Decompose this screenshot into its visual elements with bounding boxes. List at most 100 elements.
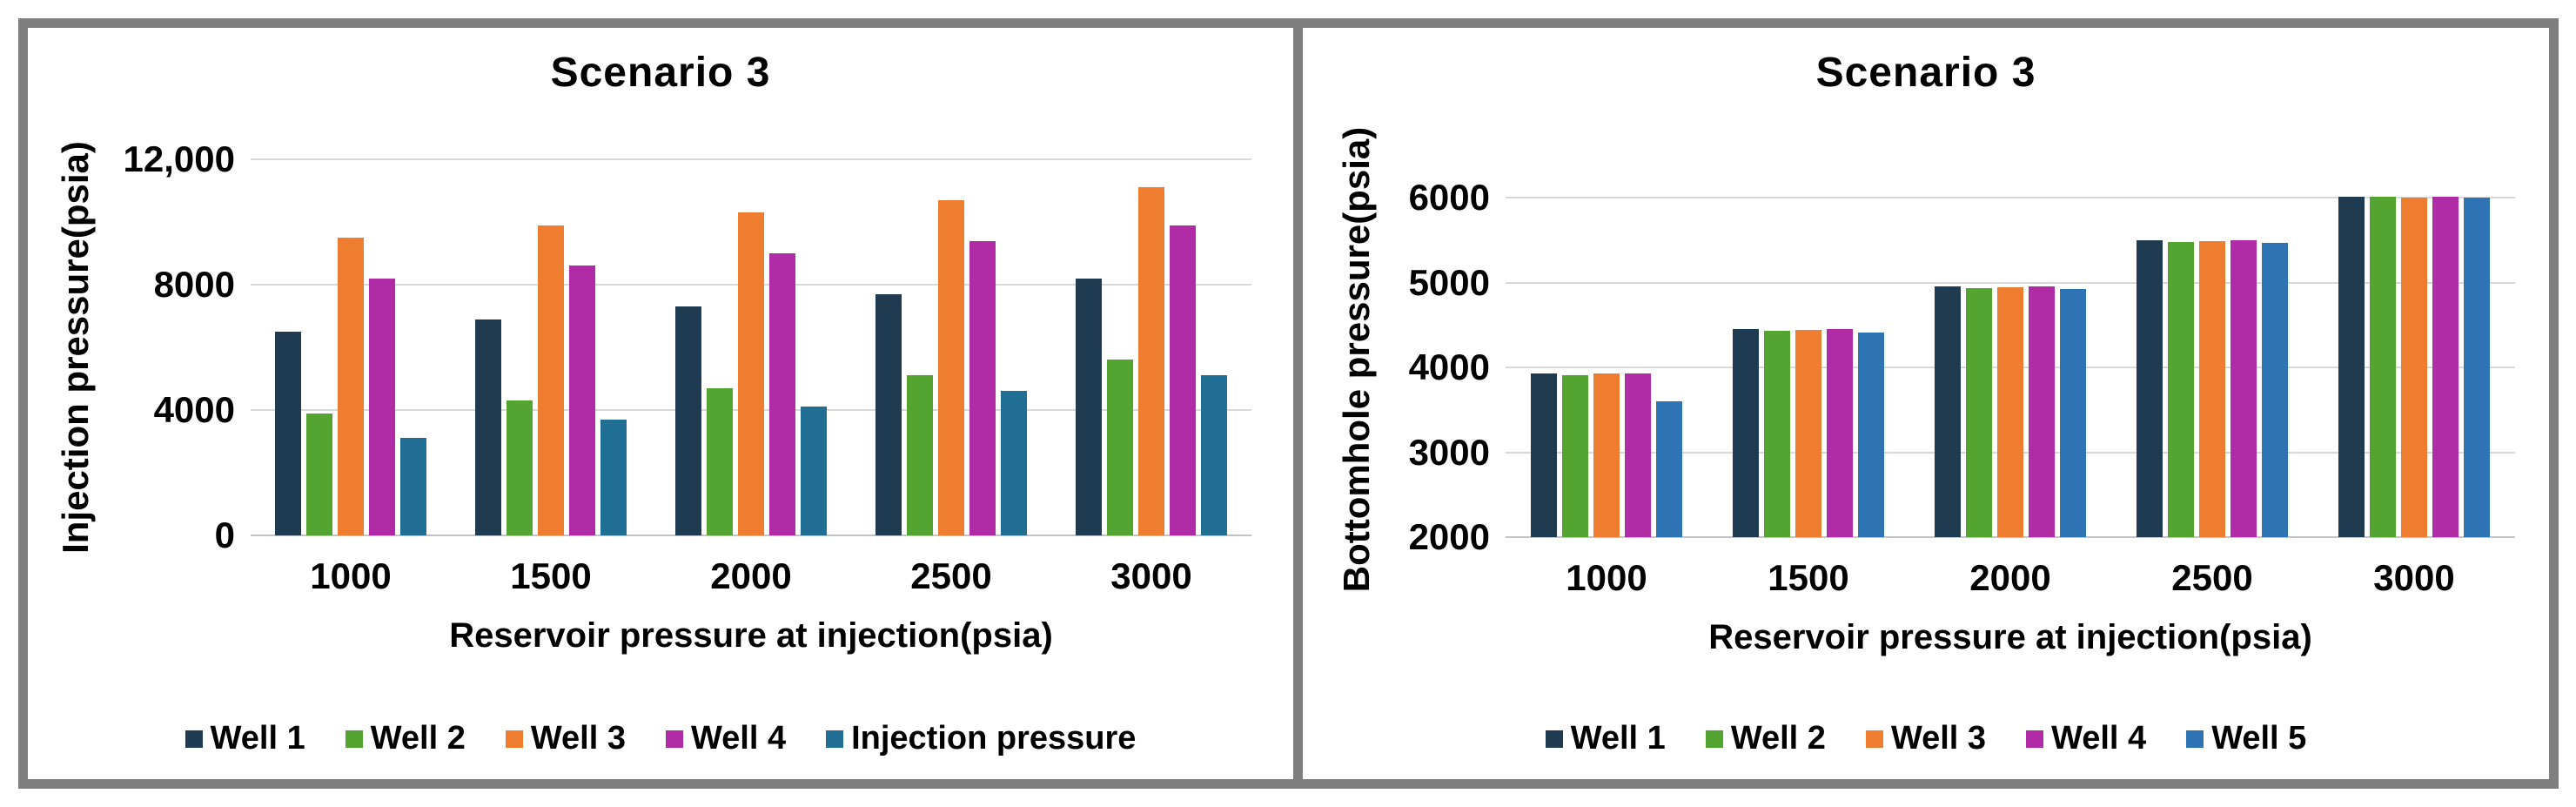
legend-label: Well 2 [1730, 720, 1826, 757]
bar-well-3-2000 [1997, 286, 2023, 537]
x-axis-line [251, 535, 1251, 536]
bar-well-3-1000 [1593, 373, 1620, 537]
bar-well-3-2500 [938, 199, 964, 535]
legend-item-well-2: Well 2 [1705, 720, 1826, 757]
x-tick-label: 3000 [1110, 555, 1192, 596]
y-axis-title: Injection pressure(psia) [55, 141, 96, 554]
legend: Well 1 Well 2 Well 3 Well 4 Injection pressu… [28, 720, 1293, 757]
x-axis-line [1506, 536, 2515, 538]
legend-item-well-3: Well 3 [1865, 720, 1986, 757]
panel-divider [1293, 28, 1303, 779]
y-tick-label: 0 [214, 514, 235, 555]
bar-well-3-2000 [738, 212, 764, 535]
legend-item-well-4: Well 4 [2026, 720, 2146, 757]
legend: Well 1 Well 2 Well 3 Well 4 Well 5 [1303, 720, 2549, 757]
chart-panel-bottomhole-pressure: Scenario 3 Bottomhole pressure(psia) Res… [1303, 28, 2549, 779]
bar-well-5-1500 [1858, 333, 1884, 537]
bar-well-2-3000 [1107, 360, 1133, 535]
y-tick-label: 12,000 [123, 138, 235, 179]
bar-well-1-2000 [1935, 286, 1961, 537]
x-tick-label: 2500 [910, 555, 992, 596]
bar-well-3-3000 [1138, 187, 1164, 535]
bar-well-4-2000 [2029, 286, 2055, 537]
legend-label: Well 1 [210, 720, 305, 757]
bar-well-4-1500 [1827, 329, 1853, 537]
bar-well-5-2500 [2262, 243, 2288, 537]
y-tick-label: 6000 [1408, 177, 1490, 219]
legend-swatch [184, 730, 203, 748]
legend-item-well-3: Well 3 [505, 720, 626, 757]
legend-swatch [2186, 730, 2204, 748]
plot-area [1506, 181, 2515, 538]
bar-well-4-2000 [769, 253, 795, 535]
gridline [1506, 197, 2515, 199]
legend-swatch [345, 730, 363, 748]
bar-well-3-1000 [338, 238, 364, 535]
bar-well-1-3000 [1076, 278, 1102, 535]
bar-well-1-2000 [675, 306, 701, 535]
legend-label: Well 1 [1570, 720, 1666, 757]
legend-item-well-2: Well 2 [345, 720, 466, 757]
bar-well-2-2500 [2168, 242, 2194, 537]
legend-swatch [1545, 730, 1563, 748]
gridline [1506, 281, 2515, 284]
bar-well-4-2500 [2231, 240, 2257, 537]
legend-item-well-5: Well 5 [2186, 720, 2306, 757]
bar-well-2-1500 [1764, 331, 1790, 537]
bar-well-2-2000 [1966, 287, 1992, 537]
chart-panel-injection-pressure: Scenario 3 Injection pressure(psia) Rese… [28, 28, 1293, 779]
bar-well-5-2000 [2060, 288, 2086, 537]
y-tick-label: 4000 [153, 389, 235, 430]
y-tick-label: 3000 [1408, 431, 1490, 473]
bar-well-2-1500 [506, 400, 533, 535]
x-tick-label: 1500 [510, 555, 592, 596]
bar-well-3-1500 [1795, 330, 1821, 537]
legend-item-well-4: Well 4 [665, 720, 787, 757]
bar-well-2-1000 [1562, 375, 1588, 537]
legend-label: Well 3 [530, 720, 626, 757]
legend-item-injection-pressure: Injection pressure [826, 720, 1136, 757]
legend-label: Well 4 [2051, 720, 2147, 757]
gridline [251, 158, 1251, 161]
y-tick-label: 5000 [1408, 261, 1490, 303]
bar-well-4-3000 [1170, 225, 1196, 535]
bar-well-1-2500 [2137, 240, 2163, 537]
legend-item-well-1: Well 1 [184, 720, 305, 757]
x-tick-label: 2000 [1969, 557, 2051, 598]
plot-area [251, 158, 1251, 536]
bar-well-5-1000 [1656, 401, 1682, 537]
bar-injection-pressure-2000 [801, 407, 827, 535]
bar-well-2-2500 [907, 375, 933, 535]
bar-well-1-1000 [275, 332, 301, 535]
legend-swatch [1865, 730, 1883, 748]
y-tick-label: 4000 [1408, 346, 1490, 388]
legend-label: Well 4 [690, 720, 787, 757]
bar-well-2-3000 [2370, 196, 2396, 537]
legend-label: Well 2 [370, 720, 466, 757]
legend-label: Injection pressure [851, 720, 1137, 757]
bar-well-1-1000 [1531, 373, 1557, 537]
x-tick-label: 1500 [1768, 557, 1849, 598]
bar-well-5-3000 [2464, 197, 2490, 537]
bar-injection-pressure-1500 [600, 419, 627, 535]
x-tick-label: 2000 [710, 555, 792, 596]
legend-swatch [2026, 730, 2044, 748]
x-tick-label: 2500 [2171, 557, 2253, 598]
y-tick-label: 2000 [1408, 516, 1490, 557]
bar-well-1-2500 [875, 293, 902, 535]
bar-well-4-1000 [369, 278, 395, 535]
bar-injection-pressure-2500 [1001, 391, 1027, 535]
bar-well-2-1000 [306, 413, 332, 535]
bar-injection-pressure-3000 [1201, 375, 1227, 535]
x-tick-label: 1000 [310, 555, 392, 596]
legend-swatch [1705, 730, 1723, 748]
legend-swatch [826, 730, 844, 748]
bar-injection-pressure-1000 [400, 438, 426, 535]
bar-well-1-1500 [1733, 329, 1759, 537]
bar-well-3-3000 [2401, 197, 2427, 537]
bar-well-2-2000 [707, 387, 733, 535]
x-tick-label: 1000 [1566, 557, 1647, 598]
x-axis-title: Reservoir pressure at injection(psia) [449, 616, 1053, 655]
bar-well-1-3000 [2338, 196, 2365, 537]
